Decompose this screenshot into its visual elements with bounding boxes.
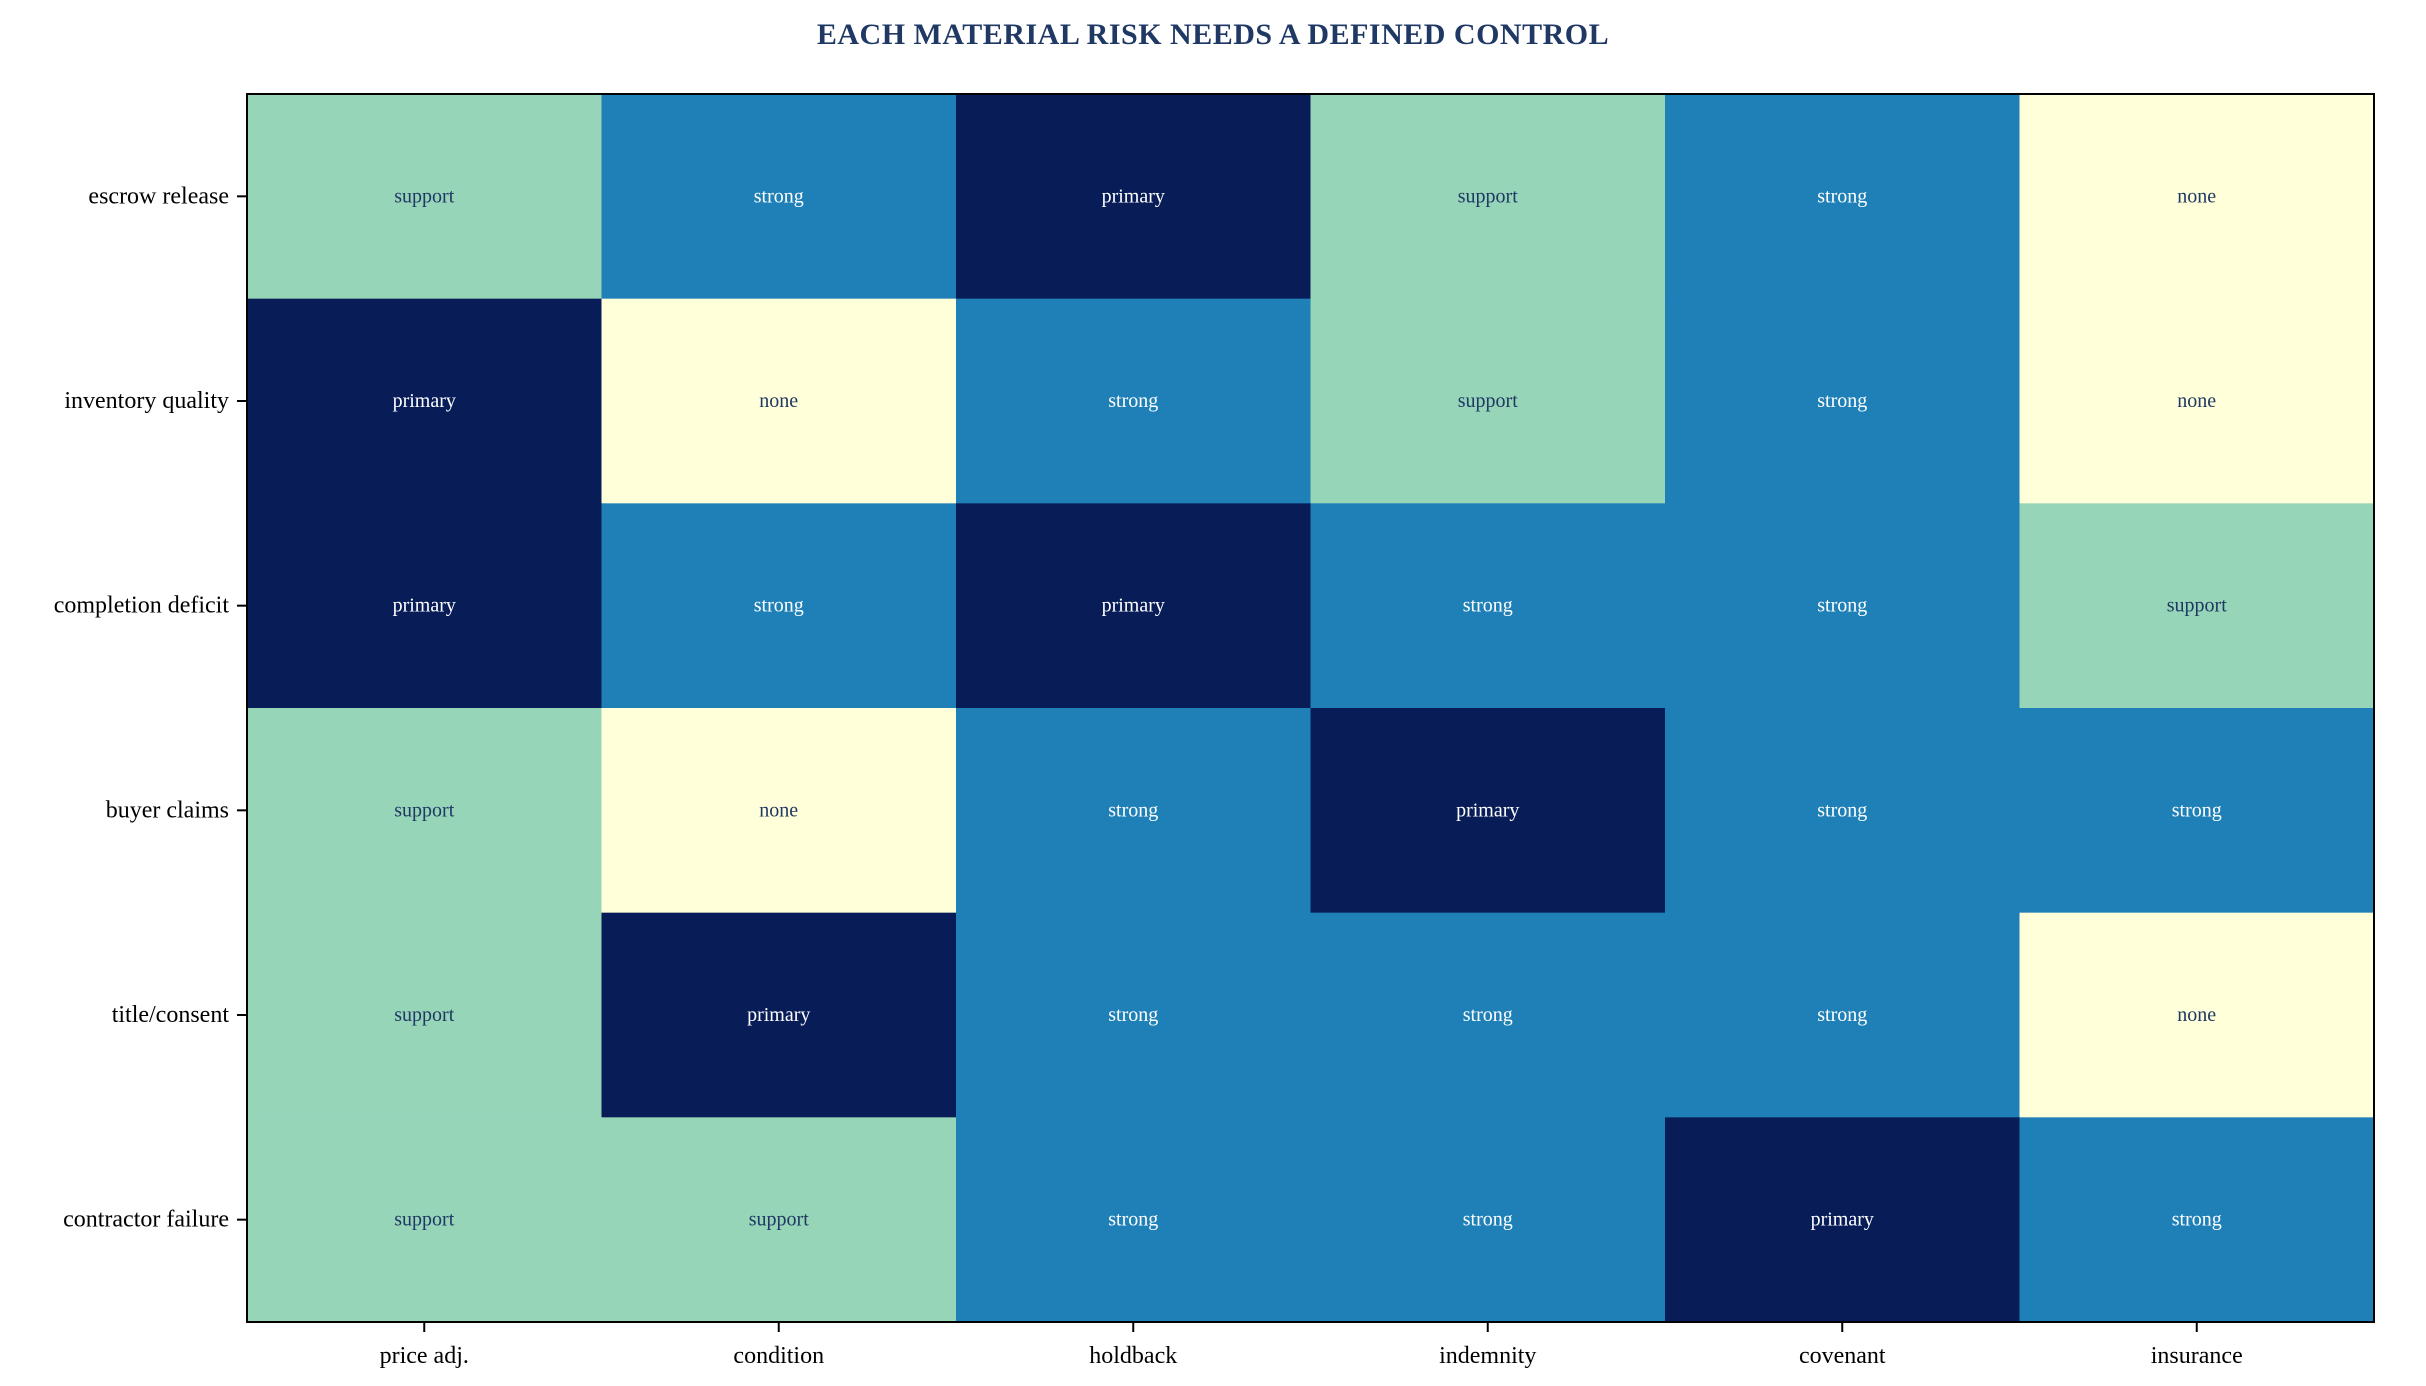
plot-frame bbox=[246, 93, 2375, 1323]
y-tick-label-title-consent: title/consent bbox=[112, 1002, 230, 1028]
cell-value-label: strong bbox=[1817, 799, 1867, 821]
cell-value-label: primary bbox=[747, 1004, 810, 1026]
x-axis-tick-labels: price adj. condition holdback indemnity cove… bbox=[380, 1322, 2243, 1369]
y-tick-label-escrow-release: escrow release bbox=[88, 183, 229, 209]
heatmap-cell-buyer-claims-holdback bbox=[956, 708, 1311, 914]
heatmap-cell-inventory-quality-price-adj bbox=[247, 298, 602, 504]
y-tick-label-inventory-quality: inventory quality bbox=[64, 388, 229, 414]
cell-value-label: strong bbox=[754, 595, 804, 617]
cell-value-label: strong bbox=[1108, 390, 1158, 412]
heatmap-cell-buyer-claims-price-adj bbox=[247, 708, 602, 914]
heatmap-cell-inventory-quality-holdback bbox=[956, 298, 1311, 504]
cell-value-label: support bbox=[2167, 595, 2227, 617]
cell-value-label: primary bbox=[1102, 185, 1165, 207]
heatmap-cell-escrow-release-holdback bbox=[956, 94, 1311, 300]
heatmap-cell-buyer-claims-condition bbox=[601, 708, 957, 914]
heatmap-cell-inventory-quality-covenant bbox=[1665, 298, 2020, 504]
heatmap-cell-inventory-quality-condition bbox=[601, 298, 957, 504]
heatmap-cell-inventory-quality-insurance bbox=[2019, 298, 2375, 504]
cell-value-label: strong bbox=[1817, 390, 1867, 412]
heatmap-cells bbox=[247, 94, 2375, 1323]
y-tick-label-completion-deficit: completion deficit bbox=[54, 593, 230, 619]
y-tick-label-buyer-claims: buyer claims bbox=[106, 797, 229, 823]
cell-value-label: strong bbox=[754, 185, 804, 207]
cell-value-label: support bbox=[394, 185, 454, 207]
heatmap-cell-completion-deficit-covenant bbox=[1665, 503, 2020, 709]
chart-title: EACH MATERIAL RISK NEEDS A DEFINED CONTR… bbox=[817, 18, 1609, 51]
heatmap-cell-completion-deficit-holdback bbox=[956, 503, 1311, 709]
x-tick-label-holdback: holdback bbox=[1089, 1343, 1177, 1369]
x-tick-label-insurance: insurance bbox=[2151, 1343, 2243, 1369]
heatmap-cell-completion-deficit-indemnity bbox=[1310, 503, 1666, 709]
cell-value-label: none bbox=[759, 799, 798, 821]
heatmap-cell-buyer-claims-indemnity bbox=[1310, 708, 1666, 914]
heatmap-cell-buyer-claims-insurance bbox=[2019, 708, 2375, 914]
heatmap-cell-title-consent-holdback bbox=[956, 912, 1311, 1118]
cell-value-label: strong bbox=[1817, 1004, 1867, 1026]
x-tick-label-indemnity: indemnity bbox=[1439, 1343, 1536, 1369]
cell-value-label: strong bbox=[1108, 799, 1158, 821]
heatmap-cell-inventory-quality-indemnity bbox=[1310, 298, 1666, 504]
cell-value-label: strong bbox=[1463, 1004, 1513, 1026]
cell-value-label: strong bbox=[1817, 185, 1867, 207]
cell-value-label: strong bbox=[1108, 1209, 1158, 1231]
cell-value-label: support bbox=[1458, 185, 1518, 207]
heatmap-cell-title-consent-indemnity bbox=[1310, 912, 1666, 1118]
heatmap-cell-escrow-release-insurance bbox=[2019, 94, 2375, 300]
x-tick-label-condition: condition bbox=[733, 1343, 824, 1369]
y-tick-label-contractor-failure: contractor failure bbox=[63, 1207, 229, 1233]
cell-value-label: strong bbox=[2172, 1209, 2222, 1231]
cell-value-label: none bbox=[2177, 185, 2216, 207]
cell-value-label: support bbox=[394, 1209, 454, 1231]
cell-value-label: support bbox=[394, 1004, 454, 1026]
heatmap-cell-escrow-release-price-adj bbox=[247, 94, 602, 300]
cell-value-label: support bbox=[749, 1209, 809, 1231]
x-tick-label-price-adj: price adj. bbox=[380, 1343, 469, 1369]
cell-value-label: primary bbox=[1456, 799, 1519, 821]
x-tick-label-covenant: covenant bbox=[1799, 1343, 1886, 1369]
heatmap-cell-contractor-failure-price-adj bbox=[247, 1117, 602, 1323]
heatmap-cell-contractor-failure-indemnity bbox=[1310, 1117, 1666, 1323]
cell-value-label: none bbox=[2177, 390, 2216, 412]
heatmap-cell-escrow-release-condition bbox=[601, 94, 957, 300]
heatmap-cell-contractor-failure-covenant bbox=[1665, 1117, 2020, 1323]
heatmap-cell-title-consent-insurance bbox=[2019, 912, 2375, 1118]
heatmap-cell-title-consent-covenant bbox=[1665, 912, 2020, 1118]
heatmap-cell-escrow-release-covenant bbox=[1665, 94, 2020, 300]
heatmap-cell-contractor-failure-insurance bbox=[2019, 1117, 2375, 1323]
heatmap-cell-buyer-claims-covenant bbox=[1665, 708, 2020, 914]
y-axis-tick-labels: escrow release inventory quality completio… bbox=[54, 183, 247, 1233]
cell-value-label: strong bbox=[1463, 1209, 1513, 1231]
cell-value-label: strong bbox=[1817, 595, 1867, 617]
cell-value-label: support bbox=[394, 799, 454, 821]
heatmap-cell-escrow-release-indemnity bbox=[1310, 94, 1666, 300]
heatmap-cell-contractor-failure-condition bbox=[601, 1117, 957, 1323]
heatmap-cell-title-consent-price-adj bbox=[247, 912, 602, 1118]
heatmap-cell-completion-deficit-price-adj bbox=[247, 503, 602, 709]
cell-value-label: none bbox=[2177, 1004, 2216, 1026]
heatmap-cell-labels: support strong primary support strong none pri… bbox=[393, 185, 2228, 1230]
heatmap-cell-completion-deficit-condition bbox=[601, 503, 957, 709]
cell-value-label: primary bbox=[1102, 595, 1165, 617]
cell-value-label: strong bbox=[1108, 1004, 1158, 1026]
cell-value-label: none bbox=[759, 390, 798, 412]
cell-value-label: support bbox=[1458, 390, 1518, 412]
cell-value-label: strong bbox=[2172, 799, 2222, 821]
heatmap-cell-contractor-failure-holdback bbox=[956, 1117, 1311, 1323]
cell-value-label: primary bbox=[393, 390, 456, 412]
heatmap-cell-title-consent-condition bbox=[601, 912, 957, 1118]
cell-value-label: primary bbox=[1811, 1209, 1874, 1231]
heatmap-cell-completion-deficit-insurance bbox=[2019, 503, 2375, 709]
cell-value-label: primary bbox=[393, 595, 456, 617]
cell-value-label: strong bbox=[1463, 595, 1513, 617]
